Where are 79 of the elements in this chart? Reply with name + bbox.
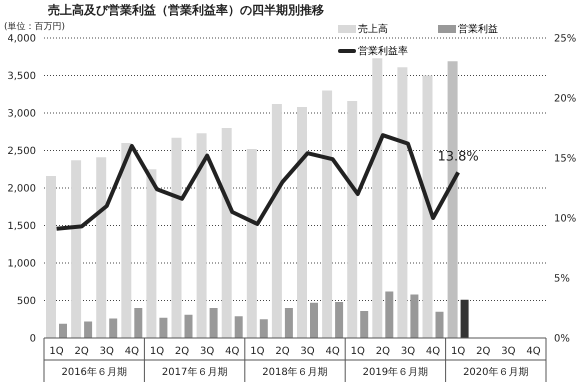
y2-tick-label: 25% [554,34,576,45]
bar [436,312,444,338]
y-tick-label: 2,500 [7,146,36,158]
legend-label: 営業利益率 [358,44,408,58]
bar [46,176,56,338]
x-tick-label: 4Q [326,346,340,357]
bar [159,318,168,338]
x-tick-label: 4Q [124,346,140,357]
bar [335,302,344,338]
bar [146,169,156,338]
x-tick-label: 2Q [275,346,290,357]
y-tick-label: 4,000 [7,34,36,45]
bar [59,324,67,338]
y-tick-label: 0 [30,334,36,345]
bar [322,90,332,338]
x-tick-label: 3Q [501,346,516,357]
y2-tick-label: 5% [554,274,570,285]
bar [347,101,358,338]
x-tick-label: 1Q [451,346,466,357]
bar [84,322,92,338]
bar [310,302,318,338]
bar [272,104,282,338]
bar [422,76,432,338]
text: 2020年６月期 [463,366,529,378]
bar [297,107,307,338]
x-tick-label: 3Q [400,346,416,357]
y2-tick-label: 0% [554,334,570,345]
text: 2016年６月期 [61,366,127,378]
bar [284,308,293,338]
x-tick-label: 3Q [100,346,114,357]
bar [372,58,382,338]
text: (単位：百万円) [4,20,66,33]
x-tick-label: 1Q [350,346,365,357]
bar [260,319,268,338]
y-tick-label: 2,000 [7,184,36,195]
x-tick-label: 4Q [526,346,541,357]
bar [196,133,207,338]
data-label: 13.8% [437,149,479,164]
x-tick-label: 1Q [250,346,265,357]
x-tick-label: 4Q [426,346,440,357]
bar [234,316,243,338]
text: 2019年６月期 [362,366,428,378]
legend-label: 営業利益 [458,22,498,36]
bar [460,300,469,338]
x-tick-label: 2Q [376,346,390,357]
x-tick-label: 1Q [150,346,164,357]
y2-tick-label: 10% [554,214,576,225]
y-tick-label: 1,000 [7,258,36,270]
bar [184,314,192,338]
text: 2018年６月期 [262,366,328,378]
x-tick-label: 3Q [200,346,214,357]
x-tick-label: 3Q [300,346,315,357]
bar [222,128,232,338]
bar [246,149,257,338]
y-tick-label: 3,500 [7,71,36,82]
text: 2017年６月期 [162,366,228,378]
bar [385,292,394,338]
bar [172,138,182,338]
y-tick-label: 500 [16,296,36,308]
chart-title: 売上高及び営業利益（営業利益率）の四半期別推移 [48,2,324,19]
bar [96,157,106,338]
bar [109,318,118,338]
x-tick-label: 2Q [174,346,190,357]
x-tick-label: 1Q [49,346,64,357]
bar [410,294,418,338]
bar [360,311,368,338]
bar [210,308,218,338]
y-tick-label: 3,000 [7,108,36,120]
y-tick-label: 1,500 [7,221,36,232]
bar [121,143,132,338]
legend-label: 売上高 [358,22,388,36]
x-tick-label: 2Q [476,346,490,357]
y2-tick-label: 20% [554,94,576,105]
bar [71,160,82,338]
y2-tick-label: 15% [554,154,576,165]
x-tick-label: 2Q [74,346,89,357]
x-tick-label: 4Q [225,346,240,357]
bar [134,308,142,338]
bar [397,67,408,338]
